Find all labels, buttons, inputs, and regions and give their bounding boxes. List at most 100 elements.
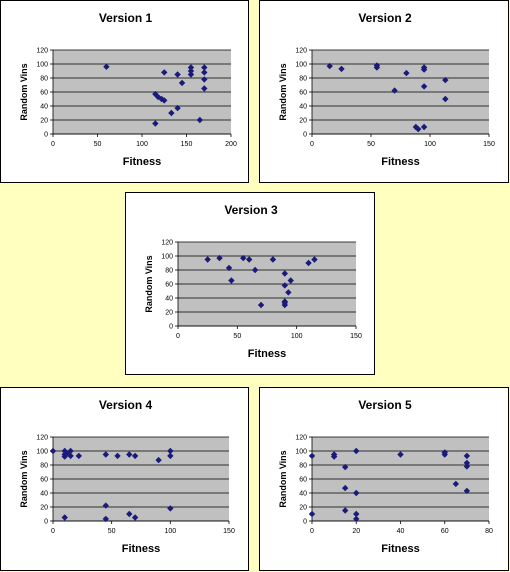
- y-tick-label: 40: [165, 296, 173, 303]
- data-point: [187, 67, 195, 75]
- chart-panel-version-3: Version 3 0 20 40 60 80 100 120 0 50 100 150 Fitness…: [125, 192, 375, 375]
- data-point: [341, 484, 349, 492]
- data-point: [196, 116, 204, 124]
- data-point: [353, 447, 360, 455]
- data-point: [126, 510, 133, 518]
- data-point: [341, 507, 349, 514]
- x-axis-label: Fitness: [248, 348, 287, 360]
- data-point: [174, 71, 181, 78]
- data-point: [131, 514, 139, 521]
- y-tick-label: 0: [303, 519, 307, 526]
- data-point: [251, 266, 259, 274]
- y-axis-label: Random Vins: [278, 63, 288, 120]
- data-point: [311, 256, 318, 263]
- data-point: [178, 79, 186, 87]
- data-point: [126, 451, 133, 458]
- y-tick-label: 40: [40, 491, 48, 498]
- data-point: [187, 64, 195, 71]
- data-point: [201, 85, 208, 92]
- y-tick-label: 60: [299, 477, 307, 484]
- data-point: [216, 254, 223, 262]
- data-point: [353, 510, 360, 518]
- y-tick-label: 60: [40, 90, 48, 97]
- x-tick-label: 50: [108, 528, 116, 535]
- x-axis-label: Fitness: [122, 543, 161, 555]
- x-tick-label: 50: [94, 141, 102, 148]
- data-point: [463, 487, 471, 495]
- y-tick-label: 100: [36, 449, 48, 456]
- chart-svg-version-2: Version 2 0 20 40 60 80 100 120 0 50 100 150 Fitness…: [278, 11, 495, 168]
- data-point: [308, 452, 316, 460]
- chart-title: Version 4: [99, 398, 153, 412]
- x-tick-label: 100: [424, 141, 436, 148]
- y-tick-label: 60: [299, 90, 307, 97]
- data-point: [403, 69, 410, 77]
- x-tick-label: 100: [291, 333, 303, 340]
- data-point: [353, 489, 360, 497]
- y-tick-label: 100: [161, 254, 173, 261]
- chart-svg-version-5: Version 5 0 20 40 60 80 100 120 0 20 40 60 80 Fitness…: [278, 398, 493, 555]
- data-point: [103, 63, 110, 70]
- y-tick-label: 100: [36, 62, 48, 69]
- y-tick-label: 100: [295, 449, 307, 456]
- data-point: [201, 76, 208, 83]
- y-tick-label: 60: [165, 282, 173, 289]
- data-point: [152, 120, 159, 127]
- data-point: [326, 62, 333, 70]
- x-tick-label: 150: [181, 141, 193, 148]
- x-tick-label: 200: [225, 141, 237, 148]
- y-tick-label: 40: [40, 104, 48, 111]
- y-tick-label: 60: [40, 477, 48, 484]
- data-point: [285, 289, 292, 296]
- data-point: [201, 69, 208, 76]
- data-point: [228, 277, 235, 284]
- y-tick-label: 0: [303, 132, 307, 139]
- data-point: [75, 452, 83, 460]
- y-tick-label: 20: [40, 118, 48, 125]
- x-tick-label: 150: [223, 528, 235, 535]
- data-point: [49, 447, 57, 455]
- y-axis-label: Random Vins: [19, 63, 29, 120]
- data-point: [167, 452, 174, 460]
- y-tick-label: 120: [295, 48, 307, 55]
- data-point: [391, 87, 398, 94]
- y-axis-label: Random Vins: [19, 450, 29, 507]
- y-tick-label: 80: [165, 268, 173, 275]
- x-tick-label: 40: [397, 528, 405, 535]
- y-tick-label: 0: [169, 324, 173, 331]
- x-tick-label: 0: [176, 333, 180, 340]
- y-tick-label: 0: [44, 132, 48, 139]
- data-point: [373, 64, 381, 71]
- data-point: [246, 256, 253, 263]
- data-point: [397, 451, 404, 458]
- x-tick-label: 0: [51, 141, 55, 148]
- data-point: [131, 452, 139, 460]
- y-tick-label: 120: [161, 240, 173, 247]
- data-point: [167, 447, 174, 455]
- y-tick-label: 80: [299, 463, 307, 470]
- data-point: [463, 463, 471, 470]
- data-point: [174, 104, 181, 112]
- chart-panel-version-1: Version 1 0 20 40 60 80 100 120 0 50 100 150 200 Fitn…: [0, 0, 249, 183]
- data-point: [114, 452, 121, 460]
- y-axis-label: Random Vins: [144, 255, 154, 312]
- x-tick-label: 0: [310, 528, 314, 535]
- data-point: [420, 83, 428, 90]
- y-tick-label: 20: [299, 118, 307, 125]
- chart-title: Version 5: [358, 398, 412, 412]
- x-tick-label: 20: [352, 528, 360, 535]
- data-point: [61, 447, 68, 455]
- data-point: [61, 453, 68, 460]
- y-tick-label: 20: [299, 505, 307, 512]
- data-point: [167, 505, 174, 512]
- x-tick-label: 150: [350, 333, 362, 340]
- y-tick-label: 20: [165, 310, 173, 317]
- y-axis-label: Random Vins: [278, 450, 288, 507]
- x-axis-label: Fitness: [123, 156, 162, 168]
- data-point: [463, 452, 471, 460]
- y-tick-label: 0: [44, 519, 48, 526]
- chart-title: Version 2: [358, 11, 412, 25]
- chart-panel-version-2: Version 2 0 20 40 60 80 100 120 0 50 100 150 Fitness…: [259, 0, 509, 183]
- chart-title: Version 1: [99, 11, 153, 25]
- x-axis-label: Fitness: [381, 156, 420, 168]
